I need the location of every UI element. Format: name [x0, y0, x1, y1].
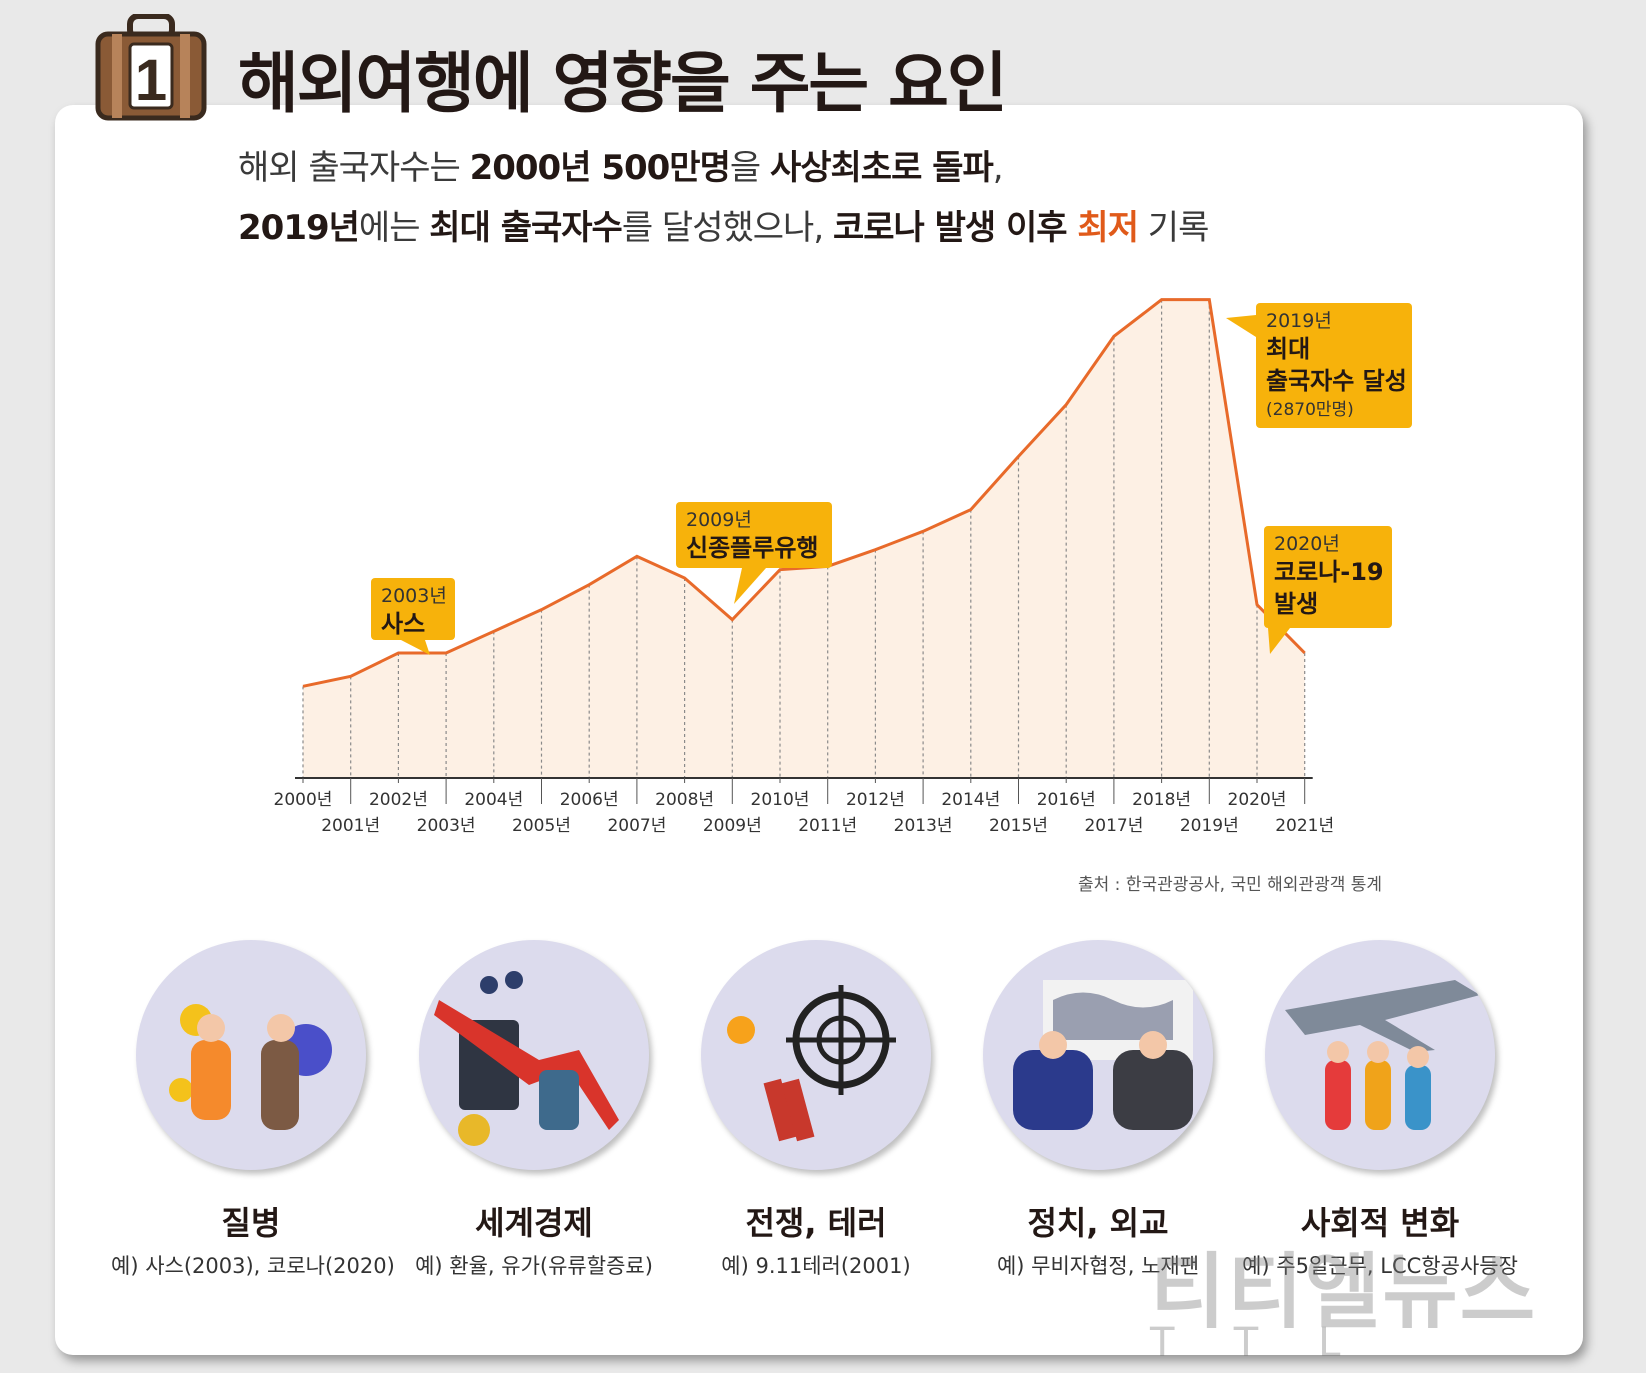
factor-name: 사회적 변화 — [1300, 1204, 1460, 1242]
callout-pointer — [1226, 315, 1256, 337]
callout-box — [371, 578, 455, 640]
callout-box — [1264, 526, 1392, 628]
virus-people-icon — [136, 940, 366, 1170]
x-tick-label: 2007년 — [607, 816, 666, 836]
callout-year: 2020년 — [1274, 533, 1340, 555]
subtitle-run: 최저 — [1077, 208, 1139, 248]
callout-year: 2009년 — [686, 509, 752, 531]
callout-note: (2870만명) — [1266, 400, 1354, 420]
factor-example: 예) 사스(2003), 코로나(2020) — [111, 1254, 395, 1278]
x-tick-label: 2017년 — [1084, 816, 1143, 836]
factor-name: 질병 — [221, 1204, 281, 1242]
suitcase-icon: 1 — [95, 14, 207, 121]
page-title: 해외여행에 영향을 주는 요인 — [238, 45, 1008, 122]
x-tick-label: 2008년 — [655, 790, 714, 810]
x-tick-label: 2001년 — [321, 816, 380, 836]
subtitle-run: 에는 — [358, 208, 430, 248]
crosshair-dynamite-icon — [701, 940, 931, 1170]
x-tick-label: 2019년 — [1180, 816, 1239, 836]
callout-text: 코로나-19 — [1274, 558, 1384, 586]
callout-text: 사스 — [381, 610, 425, 638]
callout-text: 출국자수 달성 — [1266, 367, 1407, 395]
x-tick-label: 2004년 — [464, 790, 523, 810]
subtitle-run: 사상최초로 돌파 — [769, 148, 994, 188]
x-tick-label: 2000년 — [274, 790, 333, 810]
subtitle-run: 최대 출국자수 — [429, 208, 623, 248]
x-tick-label: 2006년 — [560, 790, 619, 810]
x-tick-label: 2020년 — [1228, 790, 1287, 810]
area-chart: 2000년 2001년 2002년 2003년 2004년 2005년 2006년 2007년… — [274, 298, 1412, 836]
factor-example: 예) 주5일근무, LCC항공사등장 — [1242, 1254, 1518, 1278]
callout-text: 발생 — [1274, 590, 1318, 618]
subtitle-run: 2019년 — [238, 208, 360, 248]
x-tick-label: 2012년 — [846, 790, 905, 810]
diplomacy-meeting-icon — [983, 940, 1213, 1170]
factor-example: 예) 환율, 유가(유류할증료) — [415, 1254, 653, 1278]
subtitle-run: , — [992, 148, 1004, 188]
callout-box — [1256, 303, 1412, 428]
callout-pointer — [734, 568, 766, 604]
x-tick-label: 2014년 — [941, 790, 1000, 810]
subtitle-run: 2000년 500만명 — [469, 148, 731, 188]
badge-number: 1 — [135, 48, 167, 113]
watermark-text: 티티엘뉴스 — [1150, 1245, 1538, 1340]
callout-text: 신종플루유행 — [686, 534, 818, 562]
x-tick-label: 2005년 — [512, 816, 571, 836]
x-tick-label: 2015년 — [989, 816, 1048, 836]
watermark-subtext: TTL — [1150, 1320, 1401, 1366]
callout-pointer — [1268, 628, 1290, 654]
subtitle-run: 코로나 발생 이후 — [832, 208, 1078, 248]
oil-barrel-economy-icon — [419, 940, 649, 1170]
factor-example: 예) 무비자협정, 노재팬 — [996, 1254, 1200, 1278]
x-tick-label: 2010년 — [751, 790, 810, 810]
callout-text: 최대 — [1266, 335, 1310, 363]
callout-year: 2003년 — [381, 585, 447, 607]
x-tick-label: 2016년 — [1037, 790, 1096, 810]
source-note: 출처 : 한국관광공사, 국민 해외관광객 통계 — [1078, 875, 1383, 895]
airplane-travelers-icon — [1265, 940, 1495, 1170]
factor-example: 예) 9.11테러(2001) — [721, 1254, 911, 1278]
callout-box — [676, 502, 832, 568]
x-tick-label: 2003년 — [417, 816, 476, 836]
x-tick-label: 2009년 — [703, 816, 762, 836]
x-tick-label: 2002년 — [369, 790, 428, 810]
factor-name: 세계경제 — [475, 1204, 593, 1242]
subtitle-line-1: 해외 출국자수는 2000년 500만명을 사상최초로 돌파, — [238, 140, 1004, 189]
subtitle-run: 를 달성했으나, — [621, 208, 833, 248]
factor-name: 전쟁, 테러 — [745, 1204, 887, 1242]
callout-year: 2019년 — [1266, 310, 1332, 332]
x-tick-label: 2011년 — [798, 816, 857, 836]
subtitle-run: 을 — [729, 148, 770, 188]
subtitle-run: 기록 — [1137, 208, 1210, 248]
subtitle-run: 해외 출국자수는 — [238, 148, 470, 188]
x-tick-label: 2021년 — [1275, 816, 1334, 836]
x-tick-label: 2013년 — [894, 816, 953, 836]
x-tick-label: 2018년 — [1132, 790, 1191, 810]
callout-pointer — [401, 640, 430, 655]
subtitle-line-2: 2019년에는 최대 출국자수를 달성했으나, 코로나 발생 이후 최저 기록 — [238, 200, 1210, 249]
factor-name: 정치, 외교 — [1027, 1204, 1169, 1242]
